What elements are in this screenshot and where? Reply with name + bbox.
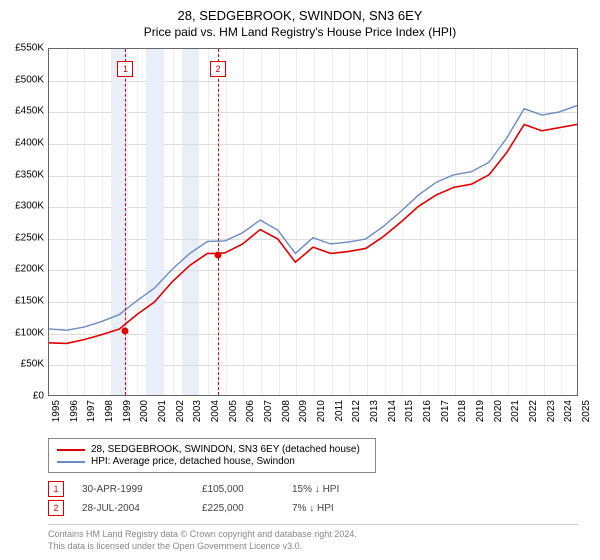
legend-swatch [57,449,85,451]
chart-title: 28, SEDGEBROOK, SWINDON, SN3 6EY [0,0,600,23]
legend-label: HPI: Average price, detached house, Swin… [91,456,295,467]
y-tick-label: £150K [6,296,44,307]
x-tick-label: 2021 [510,400,521,422]
x-tick-label: 2005 [228,400,239,422]
transaction-delta: 15% ↓ HPI [292,484,339,495]
y-tick-label: £0 [6,391,44,402]
series-line [49,124,577,343]
x-tick-label: 2001 [157,400,168,422]
x-tick-label: 1995 [51,400,62,422]
x-tick-label: 2016 [422,400,433,422]
x-tick-label: 2000 [139,400,150,422]
y-tick-label: £550K [6,43,44,54]
x-tick-label: 2009 [298,400,309,422]
marker-label-box: 2 [210,61,226,77]
x-tick-label: 2004 [210,400,221,422]
chart-subtitle: Price paid vs. HM Land Registry's House … [0,23,600,45]
x-tick-label: 2014 [387,400,398,422]
transaction-delta: 7% ↓ HPI [292,503,334,514]
x-tick-label: 1999 [122,400,133,422]
x-tick-label: 2013 [369,400,380,422]
x-tick-label: 2023 [546,400,557,422]
chart-footer: Contains HM Land Registry data © Crown c… [48,524,578,552]
x-tick-label: 2007 [263,400,274,422]
transaction-price: £105,000 [202,484,292,495]
x-tick-label: 1996 [69,400,80,422]
y-tick-label: £350K [6,169,44,180]
footer-line-2: This data is licensed under the Open Gov… [48,541,578,553]
footer-line-1: Contains HM Land Registry data © Crown c… [48,529,578,541]
y-tick-label: £500K [6,74,44,85]
x-tick-label: 2022 [528,400,539,422]
y-tick-label: £400K [6,137,44,148]
transaction-price: £225,000 [202,503,292,514]
chart-container: 28, SEDGEBROOK, SWINDON, SN3 6EY Price p… [0,0,600,560]
transaction-marker-box: 2 [48,500,64,516]
chart-legend: 28, SEDGEBROOK, SWINDON, SN3 6EY (detach… [48,438,376,473]
marker-dot [122,327,129,334]
x-tick-label: 2008 [281,400,292,422]
y-tick-label: £250K [6,232,44,243]
x-tick-label: 2012 [351,400,362,422]
x-tick-label: 2020 [493,400,504,422]
transaction-row: 2 28-JUL-2004£225,0007% ↓ HPI [48,500,339,516]
x-tick-label: 2006 [245,400,256,422]
chart-lines-svg [49,49,577,395]
y-tick-label: £300K [6,201,44,212]
transaction-date: 30-APR-1999 [82,484,202,495]
x-tick-label: 2025 [581,400,592,422]
series-line [49,106,577,331]
transaction-date: 28-JUL-2004 [82,503,202,514]
x-tick-label: 2019 [475,400,486,422]
transaction-marker-box: 1 [48,481,64,497]
legend-row: 28, SEDGEBROOK, SWINDON, SN3 6EY (detach… [57,444,367,455]
x-tick-label: 2015 [404,400,415,422]
y-tick-label: £200K [6,264,44,275]
x-tick-label: 2011 [334,400,345,422]
y-tick-label: £50K [6,359,44,370]
x-tick-label: 1998 [104,400,115,422]
x-tick-label: 2003 [192,400,203,422]
y-tick-label: £100K [6,327,44,338]
transactions-table: 1 30-APR-1999£105,00015% ↓ HPI 2 28-JUL-200… [48,478,339,519]
x-tick-label: 2018 [457,400,468,422]
x-tick-label: 2010 [316,400,327,422]
legend-swatch [57,461,85,463]
marker-dot [215,251,222,258]
x-tick-label: 2024 [563,400,574,422]
x-tick-label: 2002 [175,400,186,422]
marker-line [218,49,219,395]
marker-label-box: 1 [117,61,133,77]
y-tick-label: £450K [6,106,44,117]
transaction-row: 1 30-APR-1999£105,00015% ↓ HPI [48,481,339,497]
marker-line [125,49,126,395]
chart-plot-area: 12 [48,48,578,396]
x-tick-label: 1997 [86,400,97,422]
legend-label: 28, SEDGEBROOK, SWINDON, SN3 6EY (detach… [91,444,360,455]
x-tick-label: 2017 [440,400,451,422]
legend-row: HPI: Average price, detached house, Swin… [57,456,367,467]
